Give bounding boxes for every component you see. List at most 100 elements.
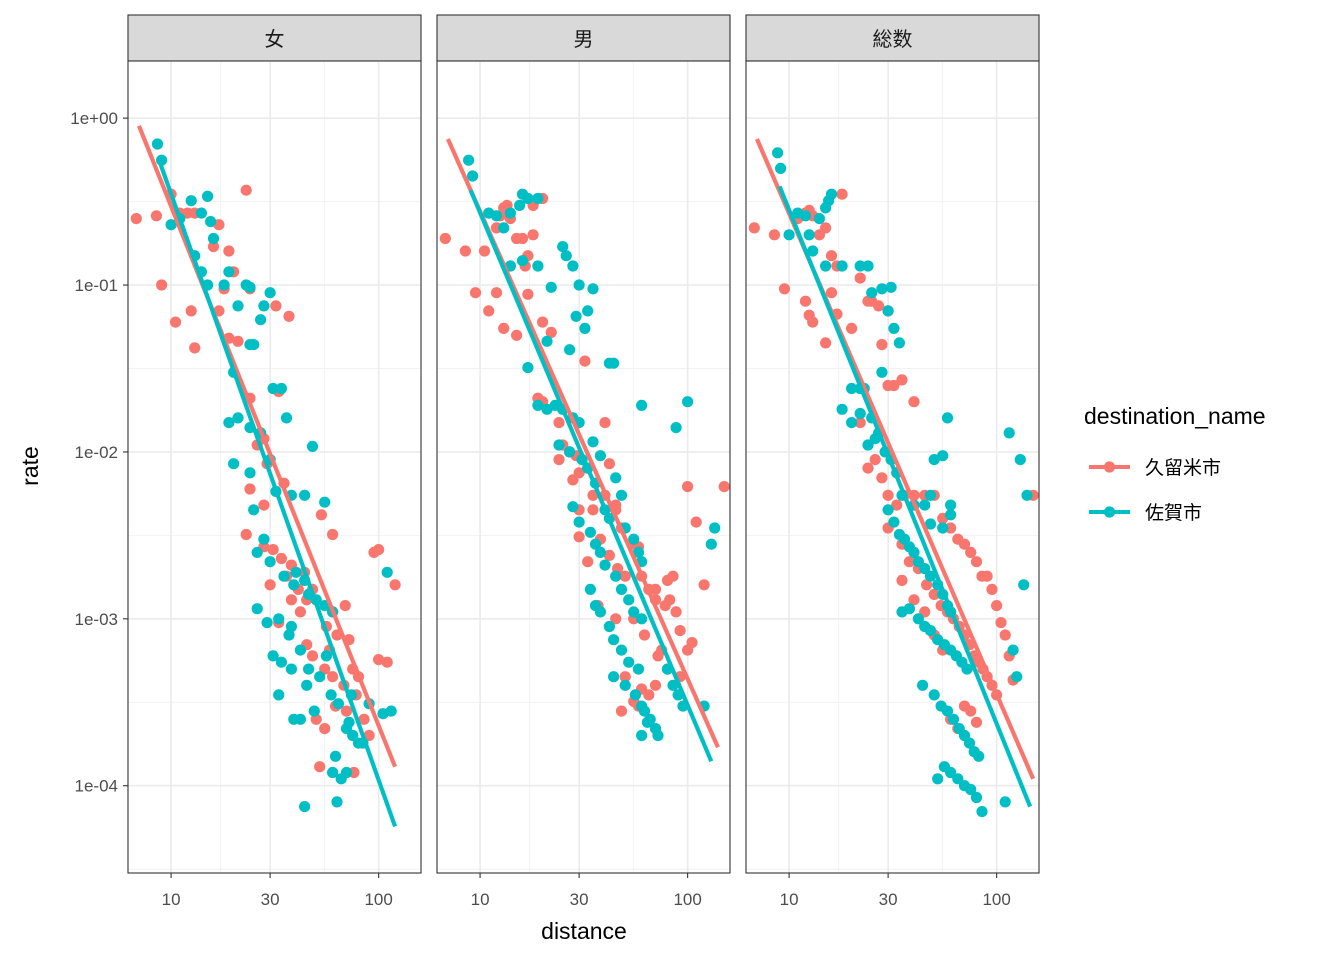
data-point <box>958 538 971 550</box>
data-point <box>610 570 622 582</box>
data-point <box>584 583 597 596</box>
regression-line <box>777 185 1033 808</box>
data-point <box>893 337 906 349</box>
data-point <box>270 300 282 312</box>
data-point <box>315 509 327 521</box>
data-point <box>244 281 256 293</box>
data-point <box>594 546 607 559</box>
data-point <box>896 574 908 587</box>
data-point <box>615 705 628 717</box>
data-point <box>327 766 339 779</box>
data-point <box>463 154 475 166</box>
data-point <box>373 544 385 556</box>
series-points <box>463 154 721 742</box>
data-point <box>267 650 279 662</box>
data-point <box>567 260 579 272</box>
data-point <box>273 689 285 701</box>
legend-label: 久留米市 <box>1145 457 1221 479</box>
data-point <box>629 689 642 701</box>
data-point <box>682 396 694 408</box>
data-point <box>820 260 832 272</box>
data-point <box>803 229 815 241</box>
x-tick-label: 30 <box>570 890 589 909</box>
y-axis: 1e+00 1e-01 1e-02 1e-03 1e-04 <box>70 109 128 796</box>
data-point <box>836 260 848 272</box>
data-point <box>603 458 616 470</box>
data-point <box>778 283 791 295</box>
data-point <box>278 570 290 582</box>
data-point <box>516 232 529 245</box>
data-point <box>891 499 903 511</box>
data-point <box>937 450 949 462</box>
data-point <box>151 138 164 150</box>
data-point <box>928 689 940 701</box>
data-point <box>885 281 897 293</box>
panel-grid <box>746 61 1039 873</box>
data-point <box>619 570 631 582</box>
data-point <box>567 474 579 486</box>
data-point <box>587 283 599 295</box>
data-point <box>896 374 908 386</box>
data-point <box>327 528 339 541</box>
y-tick-label: 1e-04 <box>75 777 118 796</box>
data-point <box>240 184 252 196</box>
data-point <box>232 412 244 424</box>
data-point <box>836 403 848 415</box>
data-point <box>991 600 1003 612</box>
data-point <box>331 796 343 808</box>
data-point <box>973 750 985 762</box>
data-point <box>632 663 645 675</box>
data-point <box>619 671 631 683</box>
data-point <box>532 399 544 411</box>
data-point <box>301 679 313 691</box>
data-point <box>903 556 916 568</box>
data-point <box>1003 427 1015 439</box>
data-point <box>862 260 874 272</box>
data-point <box>775 162 787 174</box>
data-point <box>608 671 620 683</box>
data-point <box>995 617 1007 629</box>
data-point <box>652 729 664 742</box>
facet-strip-label: 総数 <box>873 28 913 51</box>
data-point <box>921 579 933 591</box>
data-point <box>820 222 832 234</box>
data-point <box>185 195 197 207</box>
x-tick-label: 100 <box>673 890 701 909</box>
data-point <box>690 516 702 528</box>
data-point <box>610 472 622 484</box>
data-point <box>649 583 662 596</box>
data-point <box>267 544 279 556</box>
x-tick-label: 100 <box>364 890 392 909</box>
data-point <box>264 579 276 591</box>
data-point <box>439 232 451 245</box>
data-point <box>981 570 993 582</box>
data-point <box>522 288 534 300</box>
y-tick-label: 1e+00 <box>70 109 118 128</box>
data-point <box>285 594 297 606</box>
data-point <box>553 439 565 451</box>
data-point <box>888 379 900 392</box>
data-point <box>358 713 370 725</box>
data-point <box>623 594 635 606</box>
data-point <box>541 335 553 347</box>
data-point <box>615 644 628 656</box>
data-point <box>283 310 295 322</box>
data-point <box>986 583 998 596</box>
data-point <box>522 362 534 374</box>
data-point <box>636 613 648 625</box>
data-point <box>912 613 925 625</box>
data-point <box>285 620 297 633</box>
data-point <box>248 504 260 516</box>
data-point <box>314 671 326 683</box>
data-point <box>873 300 885 312</box>
data-point <box>718 481 730 493</box>
data-point <box>573 279 585 291</box>
data-point <box>908 546 920 559</box>
data-point <box>579 322 591 334</box>
y-tick-label: 1e-03 <box>75 610 118 629</box>
legend-title: destination_name <box>1084 403 1266 429</box>
legend-key-point <box>1103 506 1116 518</box>
data-point <box>248 339 260 351</box>
data-point <box>532 260 544 272</box>
